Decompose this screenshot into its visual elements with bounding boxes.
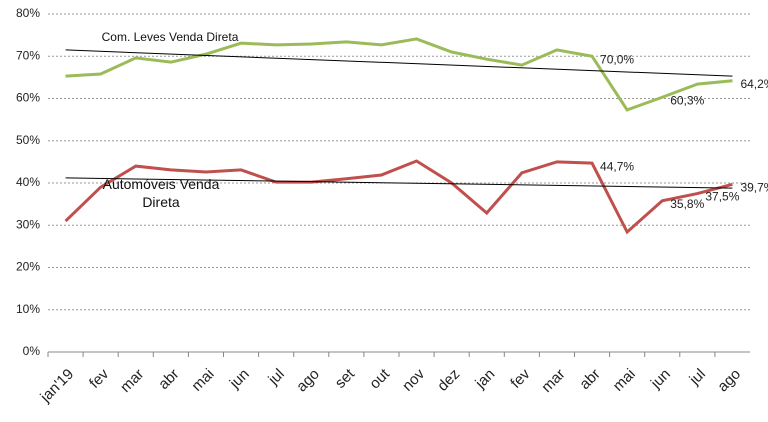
data-label: 70,0% [600,52,634,66]
x-tick-label: mai [188,366,217,395]
x-tick-label: jul [686,366,709,389]
x-tick-label: mar [117,366,147,396]
y-tick-label: 30% [16,217,40,231]
data-label: 44,7% [600,159,634,173]
trend-line [65,177,733,189]
x-tick-label: fev [86,365,113,392]
data-label: 35,8% [670,197,704,211]
x-tick-label: jul [264,366,287,389]
x-tick-label: ago [293,366,323,396]
x-tick-label: ago [714,366,744,396]
data-label: 39,7% [740,180,768,194]
y-tick-label: 10% [16,302,40,316]
data-label: 37,5% [705,190,739,204]
x-tick-label: abr [155,366,182,393]
x-tick-label: mai [610,366,639,395]
y-tick-label: 40% [16,175,40,189]
x-tick-label: jan [471,366,498,393]
x-tick-label: jan'19 [36,366,77,407]
data-label: 60,3% [670,93,704,107]
y-tick-label: 20% [16,260,40,274]
series-label: Com. Leves Venda Direta [101,30,239,44]
x-tick-label: jun [226,366,253,393]
x-tick-label: abr [576,366,603,393]
y-tick-label: 0% [23,344,41,358]
series-line [64,159,733,235]
x-tick-label: dez [434,366,463,395]
y-tick-label: 50% [16,133,40,147]
x-tick-label: nov [399,365,428,394]
x-tick-label: out [366,365,393,392]
y-tick-label: 60% [16,91,40,105]
y-tick-label: 70% [16,48,40,62]
data-label: 64,2% [740,77,768,91]
series-label: Automóveis Venda Direta [102,176,220,210]
x-tick-label: set [332,365,359,392]
trend-line [65,49,733,77]
x-tick-label: jun [647,366,674,393]
x-tick-label: fev [507,365,534,392]
series-line [65,37,733,112]
x-tick-label: mar [538,366,568,396]
y-tick-label: 80% [16,6,40,20]
